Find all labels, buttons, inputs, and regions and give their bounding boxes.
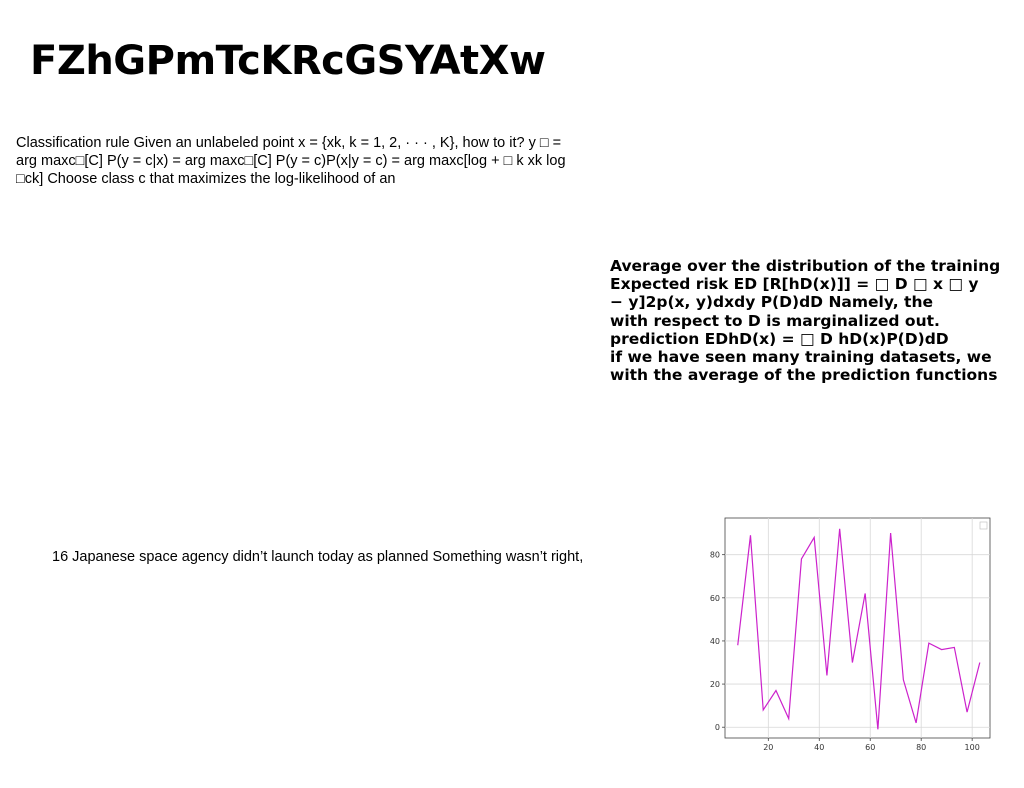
expected-risk-line: with the average of the prediction funct… — [610, 366, 998, 385]
legend-box — [979, 521, 988, 530]
expected-risk-line: Average over the distribution of the tra… — [610, 257, 1001, 275]
x-tick-label: 20 — [763, 743, 773, 752]
x-tick-label: 40 — [814, 743, 824, 752]
line-chart: 20 40 60 80 100 0 20 40 60 80 — [700, 512, 1000, 757]
plot-frame — [724, 517, 991, 739]
x-tick-label: 100 — [965, 743, 980, 752]
y-tick-label: 20 — [710, 680, 720, 689]
y-tick-label: 60 — [710, 594, 720, 603]
classification-rule-paragraph: Classification rule Given an unlabeled p… — [16, 135, 566, 187]
expected-risk-line: with respect to D is marginalized out. — [610, 311, 940, 330]
expected-risk-line: Expected risk ED [R[hD(x)]] = □ D □ x □ … — [610, 275, 979, 294]
y-tick-label: 80 — [710, 551, 720, 560]
y-tick-label: 40 — [710, 637, 720, 646]
line-chart-svg: 20 40 60 80 100 0 20 40 60 80 — [710, 517, 991, 752]
expected-risk-line: − y]2p(x, y)dxdy P(D)dD Namely, the — [610, 293, 933, 312]
expected-risk-line: if we have seen many training datasets, … — [610, 348, 992, 367]
expected-risk-line: prediction EDhD(x) = □ D hD(x)P(D)dD — [610, 329, 949, 348]
page-title: FZhGPmTcKRcGSYAtXw — [30, 38, 546, 84]
space-agency-paragraph: 16 Japanese space agency didn’t launch t… — [52, 549, 584, 565]
series-line — [737, 528, 981, 730]
x-tick-label: 60 — [865, 743, 875, 752]
expected-risk-paragraph: Average over the distribution of the tra… — [610, 257, 1020, 384]
y-tick-label: 0 — [715, 723, 720, 732]
x-tick-label: 80 — [916, 743, 926, 752]
